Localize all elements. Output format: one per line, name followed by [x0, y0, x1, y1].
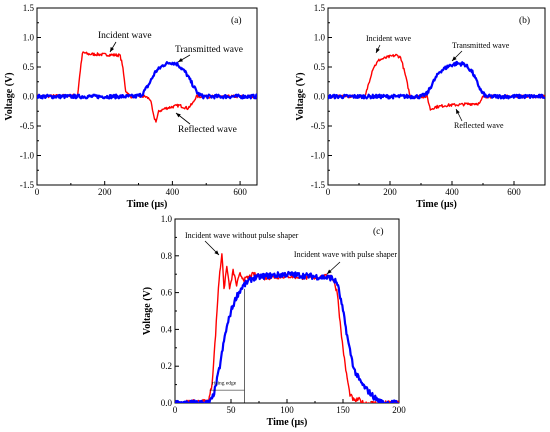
series-line-blue: [37, 61, 257, 100]
panel-c: 0 50 100 150 200 0.0 0.2 0.4 0.6 0.8 1.0 Time (μs) V…: [142, 214, 406, 428]
plot-frame: [174, 218, 400, 404]
annotation-label: Reflected wave: [178, 124, 237, 135]
x-tick-label: 400: [445, 187, 459, 197]
annotation-label: Incident wave: [98, 31, 152, 41]
x-tick-label: 200: [392, 405, 406, 415]
y-tick-label: 1.0: [161, 214, 173, 224]
y-tick-label: -1.0: [311, 151, 326, 161]
y-tick-label: 0.6: [161, 288, 173, 298]
y-tick-label: -0.5: [20, 121, 35, 131]
annotation-label: Incident wave: [366, 34, 412, 43]
panel-id-label: (a): [231, 15, 242, 26]
x-tick-label: 0: [326, 187, 331, 197]
panel-a: 0 200 400 600 -1.5 -1.0 -0.5 0.0 0.5 1.0 1.5 Time (…: [4, 3, 258, 210]
y-tick-label: 0.5: [314, 62, 326, 72]
y-tick-label: -1.5: [311, 180, 326, 190]
x-tick-label: 100: [280, 405, 294, 415]
annotation-arrowhead: [214, 250, 219, 255]
y-tick-label: 1.0: [23, 33, 35, 43]
panel-id-label: (c): [373, 226, 384, 237]
series-line-blue: [175, 270, 399, 403]
annotation-label: Incident wave with pulse shaper: [294, 250, 397, 259]
x-tick-label: 0: [173, 405, 178, 415]
annotation-arrowhead: [110, 47, 115, 52]
x-tick-label: 150: [336, 405, 350, 415]
y-axis-label: Voltage (V): [4, 72, 15, 120]
annotation-label: Reflected wave: [454, 121, 504, 130]
x-tick-label: 600: [233, 187, 247, 197]
y-tick-label: -0.5: [311, 121, 326, 131]
y-tick-label: 1.0: [314, 33, 326, 43]
y-axis-label: Voltage (V): [142, 287, 153, 335]
x-tick-label: 200: [98, 187, 112, 197]
y-tick-label: 0.0: [161, 398, 173, 408]
y-tick-label: 1.5: [23, 3, 35, 13]
series-line-blue: [328, 60, 545, 100]
annotation-label: Transmitted wave: [452, 41, 510, 50]
x-tick-label: 400: [166, 187, 180, 197]
annotation-arrowhead: [176, 113, 181, 118]
y-tick-label: -1.0: [20, 151, 35, 161]
annotation-arrowhead: [178, 57, 183, 62]
annotation-label: Transmitted wave: [175, 45, 243, 55]
x-tick-label: 600: [507, 187, 521, 197]
y-tick-label: 0.4: [161, 324, 173, 334]
panel-id-label: (b): [519, 15, 530, 26]
y-tick-label: 0.2: [161, 361, 172, 371]
annotation-label: Incident wave without pulse shaper: [185, 231, 299, 240]
y-tick-label: 1.5: [314, 3, 326, 13]
series-line-red: [328, 53, 545, 111]
annotation-arrowhead: [456, 109, 460, 114]
x-axis-label: Time (μs): [267, 417, 308, 428]
annotation-arrowhead: [452, 56, 457, 61]
y-tick-label: 0.0: [23, 92, 35, 102]
rising-edge-label: rising edge: [212, 381, 237, 387]
y-axis-label: Voltage (V): [295, 72, 306, 120]
x-tick-label: 0: [35, 187, 40, 197]
x-tick-label: 200: [383, 187, 397, 197]
annotation-arrowhead: [376, 48, 380, 53]
y-tick-label: 0.8: [161, 251, 173, 261]
x-axis-label: Time (μs): [127, 199, 168, 210]
y-tick-label: 0.0: [314, 92, 326, 102]
x-axis-label: Time (μs): [416, 199, 457, 210]
annotation-arrowhead: [327, 269, 332, 274]
x-tick-label: 50: [227, 405, 237, 415]
panel-b: 0 200 400 600 -1.5 -1.0 -0.5 0.0 0.5 1.0 1.5 Time (…: [295, 3, 546, 210]
y-tick-label: -1.5: [20, 180, 35, 190]
y-tick-label: 0.5: [23, 62, 35, 72]
